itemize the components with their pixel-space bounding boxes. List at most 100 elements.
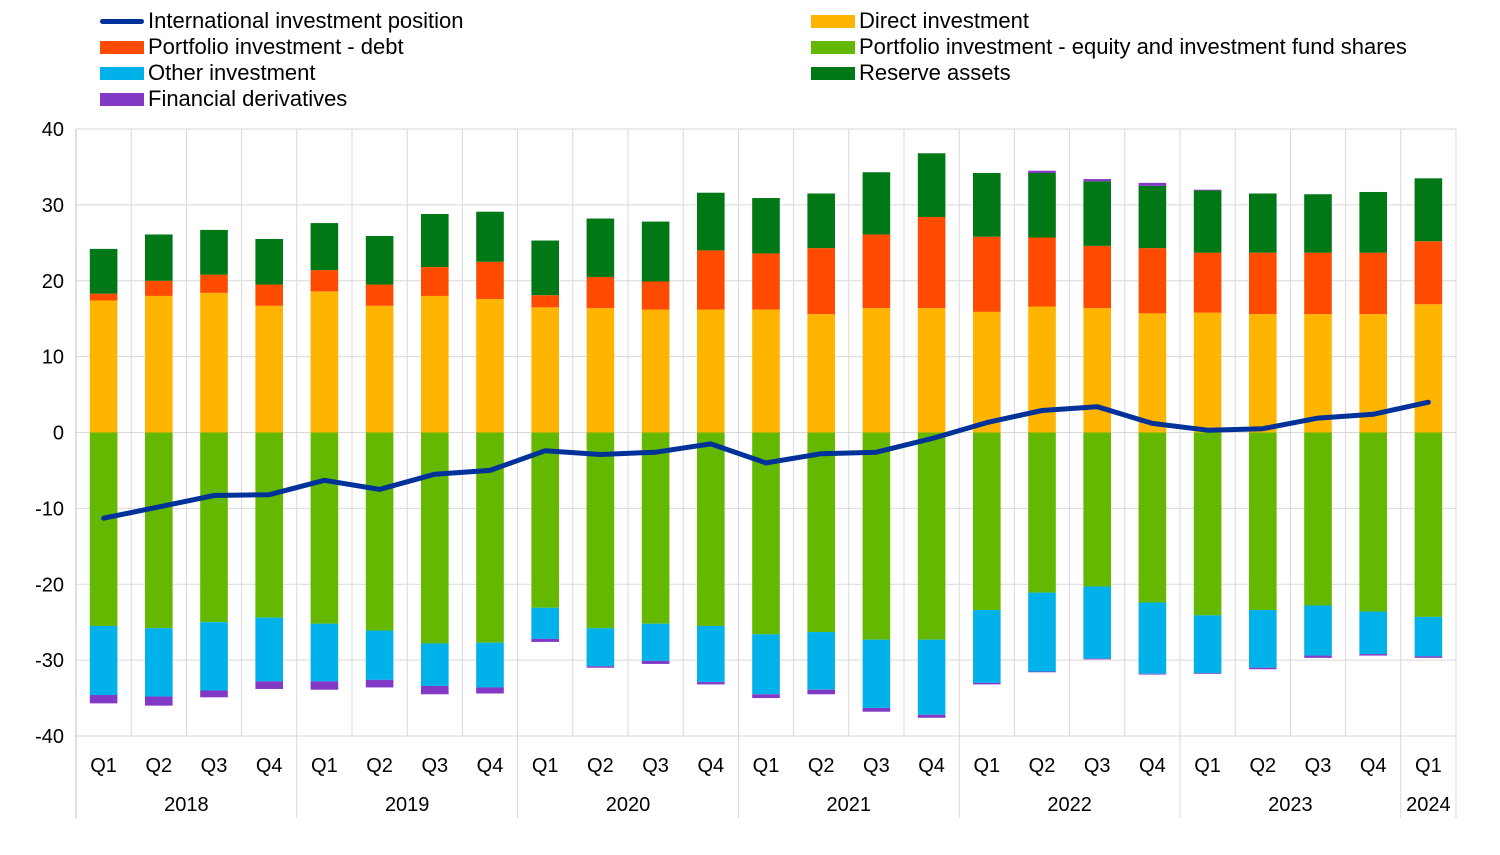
legend-item-financial-derivatives: Financial derivatives [100, 86, 347, 112]
x-tick-label: Q3 [1305, 755, 1332, 777]
bar-segment-pequity [476, 432, 504, 643]
legend-swatch-direct-investment [811, 14, 855, 28]
bar-segment-other [862, 639, 891, 708]
x-tick-label: Q3 [642, 755, 669, 777]
bar-segment-deriv [862, 707, 891, 712]
bar-segment-other [89, 625, 118, 696]
bar-segment-deriv [531, 638, 559, 642]
bar-segment-other [1414, 616, 1443, 657]
bar-segment-pdebt [1414, 241, 1443, 305]
bar-segment-direct [89, 300, 118, 433]
iip-line [101, 399, 1431, 521]
bar-segment-other [1193, 615, 1222, 674]
legend-label-portfolio-equity: Portfolio investment - equity and invest… [859, 34, 1407, 59]
bar-segment-reserve [531, 240, 559, 296]
bar-segment-pdebt [752, 253, 780, 310]
bar-segment-direct [973, 311, 1001, 433]
x-tick-label: Q1 [532, 755, 559, 777]
bar-segment-direct [1193, 312, 1222, 433]
bar-segment-other [1138, 602, 1167, 674]
bar-segment-direct [421, 295, 449, 433]
legend-label-other-investment: Other investment [148, 60, 316, 85]
chart-legend: International investment position Portfo… [0, 0, 1500, 115]
bar-segment-pequity [862, 432, 891, 640]
year-label: 2023 [1268, 794, 1313, 816]
bar-segment-reserve [89, 248, 118, 294]
bar-segment-pdebt [697, 250, 725, 310]
bar-segment-pequity [1249, 432, 1277, 611]
bar-segment-deriv [917, 714, 946, 718]
bar-segment-pdebt [862, 234, 891, 309]
legend-item-reserve-assets: Reserve assets [811, 60, 1011, 86]
legend-label-direct-investment: Direct investment [859, 8, 1029, 33]
bar-segment-deriv [641, 660, 670, 664]
bar-segment-reserve [697, 192, 725, 251]
bar-segment-other [1083, 586, 1111, 659]
bar-segment-pequity [310, 432, 339, 624]
legend-swatch-reserve-assets [811, 66, 855, 80]
bar-segment-direct [531, 307, 559, 433]
bar-segment-pdebt [1083, 245, 1111, 309]
bar-segment-deriv [1083, 179, 1111, 182]
bar-segment-deriv [1193, 673, 1222, 674]
bar-segment-pdebt [421, 267, 449, 296]
bar-segment-reserve [145, 234, 173, 281]
x-tick-label: Q4 [918, 755, 945, 777]
x-tick-label: Q1 [1194, 755, 1221, 777]
bar-segment-pdebt [200, 274, 228, 293]
x-tick-label: Q1 [753, 755, 780, 777]
x-tick-label: Q3 [201, 755, 228, 777]
x-tick-label: Q1 [90, 755, 117, 777]
year-label: 2020 [606, 794, 651, 816]
bar-segment-direct [310, 291, 339, 433]
y-tick-label: 10 [42, 347, 64, 369]
bar-segment-reserve [255, 239, 283, 285]
bar-segment-direct [641, 309, 670, 433]
bar-segment-pequity [807, 432, 835, 633]
bar-segment-reserve [862, 172, 891, 235]
bar-segment-other [145, 628, 173, 697]
bar-segment-pdebt [1249, 252, 1277, 315]
bar-segment-pequity [89, 432, 118, 626]
bar-segment-pequity [973, 432, 1001, 611]
bar-segment-reserve [1414, 178, 1443, 242]
bar-segment-direct [1414, 304, 1443, 433]
bar-segment-reserve [200, 229, 228, 275]
bar-segment-deriv [752, 694, 780, 699]
bar-segment-pdebt [586, 276, 615, 309]
y-tick-label: -20 [35, 574, 64, 596]
x-tick-label: Q2 [145, 755, 172, 777]
bar-segment-deriv [476, 687, 504, 694]
bar-segment-pdebt [89, 293, 118, 301]
bar-segment-reserve [917, 153, 946, 218]
year-label: 2021 [827, 794, 872, 816]
bar-segment-pequity [1414, 432, 1443, 617]
bar-segment-direct [476, 298, 504, 433]
bar-segment-deriv [973, 682, 1001, 685]
bar-segment-pdebt [1138, 248, 1167, 314]
legend-swatch-financial-derivatives [100, 92, 144, 106]
bar-segment-deriv [1138, 182, 1167, 186]
bar-segment-pdebt [1304, 252, 1332, 315]
bar-segment-direct [145, 295, 173, 433]
legend-item-portfolio-debt: Portfolio investment - debt [100, 34, 404, 60]
bar-segment-pequity [421, 432, 449, 644]
bar-segment-other [917, 639, 946, 715]
bar-segment-reserve [641, 221, 670, 282]
bar-segment-pequity [145, 432, 173, 629]
bar-segment-deriv [1083, 658, 1111, 660]
bar-segment-reserve [1193, 190, 1222, 253]
bar-segment-pequity [641, 432, 670, 624]
bar-segment-pequity [752, 432, 780, 635]
bar-segment-other [586, 628, 615, 667]
bar-segment-reserve [807, 193, 835, 249]
bar-segment-deriv [697, 682, 725, 685]
year-label: 2022 [1047, 794, 1092, 816]
bar-segment-direct [697, 309, 725, 433]
bar-segment-reserve [1359, 191, 1387, 253]
bar-segment-deriv [145, 696, 173, 706]
y-tick-label: 20 [42, 271, 64, 293]
bar-segment-reserve [973, 173, 1001, 237]
bar-segment-other [1249, 610, 1277, 668]
